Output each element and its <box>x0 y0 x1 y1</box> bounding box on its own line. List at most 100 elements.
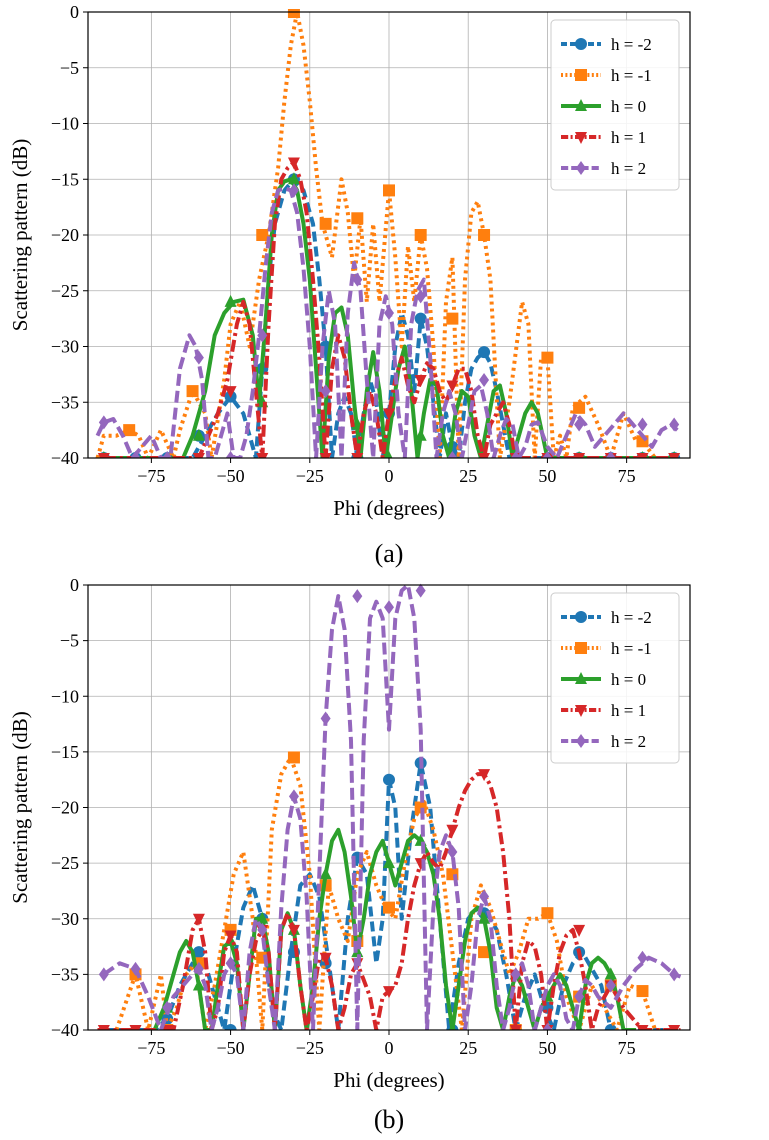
series-marker <box>162 1000 173 1015</box>
series-marker <box>192 978 205 991</box>
y-tick-label: 0 <box>70 575 79 595</box>
series-marker <box>224 1024 237 1030</box>
chart-panel-b: −75 −50 −25 0 25 50 75 0 −5 −10 −15 −20 −25 −30 −35 −40… <box>8 575 691 1134</box>
x-tick-label: 25 <box>459 466 477 486</box>
series-marker <box>414 312 427 325</box>
series-marker <box>193 350 204 365</box>
series-marker <box>636 453 649 458</box>
series-marker <box>604 967 617 980</box>
series-marker <box>446 380 459 393</box>
series-marker <box>162 451 173 458</box>
y-tick-label: −25 <box>51 281 79 301</box>
x-tick-label: 50 <box>538 1038 556 1058</box>
series-marker <box>478 229 491 241</box>
series-marker <box>192 453 205 458</box>
legend: h = -2 h = -1 h = 0 h = 1 h = 2 <box>550 19 680 191</box>
series-marker <box>225 956 236 971</box>
series-marker <box>446 824 459 837</box>
series-marker <box>319 217 332 230</box>
series-marker <box>637 417 648 432</box>
series-marker <box>573 401 586 414</box>
series-marker <box>510 967 521 982</box>
legend-marker <box>575 705 587 717</box>
series-marker <box>605 451 616 458</box>
y-tick-label: −20 <box>51 798 79 818</box>
legend-marker <box>575 642 587 654</box>
series-marker <box>668 453 681 458</box>
x-tick-label: −75 <box>137 1038 165 1058</box>
legend-marker <box>575 672 587 684</box>
series-marker <box>415 289 426 304</box>
legend-label: h = -2 <box>611 608 652 627</box>
series-marker <box>383 408 395 421</box>
series-marker <box>192 428 205 441</box>
series-marker <box>319 867 332 880</box>
series-marker <box>287 157 300 170</box>
y-tick-label: −25 <box>51 853 79 873</box>
x-tick-label: 75 <box>618 1038 636 1058</box>
legend: h = -2 h = -1 h = 0 h = 1 h = 2 <box>550 592 680 764</box>
legend-label: h = 2 <box>611 159 646 178</box>
x-tick-label: 50 <box>538 466 556 486</box>
series-marker <box>384 600 394 615</box>
x-tick-label: 75 <box>618 466 636 486</box>
series-marker <box>575 1023 583 1030</box>
series-marker <box>541 351 554 364</box>
series-marker <box>478 946 491 959</box>
series-marker <box>288 183 299 198</box>
series-h2 <box>98 583 682 1030</box>
y-tick-label: −35 <box>51 964 79 984</box>
series-marker <box>604 1024 617 1030</box>
legend-box <box>550 19 680 191</box>
series-line <box>95 186 679 458</box>
series-marker <box>287 924 300 937</box>
x-tick-label: 0 <box>385 466 394 486</box>
series-marker <box>415 583 426 598</box>
series-marker <box>383 901 395 914</box>
y-axis-label: Scattering pattern (dB) <box>8 139 32 331</box>
series-marker <box>478 346 491 359</box>
legend-box <box>550 592 680 764</box>
series-marker <box>605 978 616 993</box>
series-marker <box>669 967 680 982</box>
legend-label: h = 1 <box>611 128 646 147</box>
series-marker <box>97 1025 110 1030</box>
series-marker <box>385 451 393 458</box>
series-marker <box>257 328 268 343</box>
x-tick-label: 25 <box>459 1038 477 1058</box>
series-marker <box>383 856 395 869</box>
series-marker <box>669 417 680 432</box>
series-marker <box>193 961 204 976</box>
panel-label: (b) <box>374 1105 404 1134</box>
series-marker <box>448 1023 456 1030</box>
legend-label: h = 1 <box>611 701 646 720</box>
y-axis-label: Scattering pattern (dB) <box>8 711 32 903</box>
y-tick-label: −5 <box>60 58 79 78</box>
legend-marker <box>575 38 587 50</box>
series-marker <box>447 451 458 458</box>
plot-area <box>97 583 682 1030</box>
series-marker <box>446 312 459 325</box>
series-marker <box>384 306 394 321</box>
series-marker <box>636 1025 649 1030</box>
series-h2 <box>95 183 680 458</box>
legend-marker <box>576 161 586 175</box>
series-marker <box>383 986 395 999</box>
series-marker <box>224 930 237 943</box>
y-tick-label: −30 <box>51 337 79 357</box>
grid <box>88 11 690 459</box>
series-marker <box>478 453 491 458</box>
y-tick-label: −40 <box>51 1020 79 1040</box>
series-marker <box>479 889 490 904</box>
series-marker <box>224 386 237 399</box>
series-marker <box>287 172 300 185</box>
x-axis-label: Phi (degrees) <box>333 496 444 520</box>
series-marker <box>224 294 237 307</box>
x-tick-label: −50 <box>217 1038 245 1058</box>
series-line <box>103 160 675 458</box>
y-tick-label: −5 <box>60 631 79 651</box>
series-marker <box>256 229 269 241</box>
x-axis-label: Phi (degrees) <box>333 1068 444 1092</box>
